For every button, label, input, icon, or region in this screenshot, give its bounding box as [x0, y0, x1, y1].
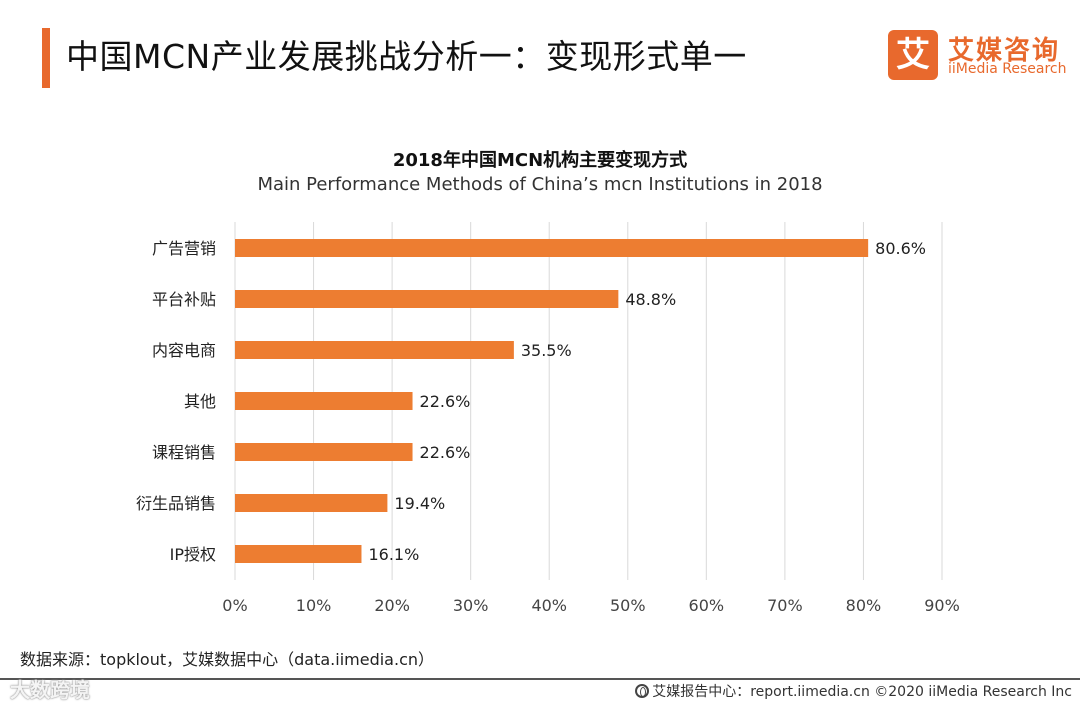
x-tick-label: 70% — [767, 596, 803, 615]
title-accent-bar — [42, 28, 50, 88]
chart-subtitle: Main Performance Methods of China’s mcn … — [257, 174, 823, 195]
data-label: 19.4% — [394, 494, 445, 513]
x-tick-label: 90% — [924, 596, 960, 615]
x-tick-label: 30% — [453, 596, 489, 615]
bar — [235, 290, 619, 308]
bar — [235, 494, 388, 512]
logo-mark-icon: 艾 — [888, 30, 938, 80]
category-label: 课程销售 — [152, 443, 216, 462]
data-label: 48.8% — [625, 290, 676, 309]
bar-chart: 0% 10% 20% 30% 40% 50% 60% 70% 80% 90% 广告营销 80.6% 平台… — [136, 222, 960, 615]
iimedia-logo: 艾 艾媒咨询 iiMedia Research — [888, 30, 1068, 82]
bar — [235, 545, 362, 563]
category-label: 其他 — [184, 392, 216, 411]
data-label: 22.6% — [420, 443, 471, 462]
footer-label: 艾媒报告中心：report.iimedia.cn ©2020 iiMedia R… — [652, 684, 1072, 700]
category-label: 内容电商 — [152, 341, 216, 360]
data-label: 16.1% — [368, 545, 419, 564]
logo-cn-text: 艾媒咨询 — [948, 36, 1061, 66]
category-label: 广告营销 — [152, 239, 216, 258]
x-tick-label: 10% — [296, 596, 332, 615]
x-tick-label: 40% — [531, 596, 567, 615]
data-label: 80.6% — [875, 239, 926, 258]
logo-en-text: iiMedia Research — [948, 61, 1067, 77]
x-tick-label: 0% — [222, 596, 247, 615]
report-center-icon — [635, 684, 650, 698]
category-label: IP授权 — [170, 545, 216, 564]
x-tick-label: 50% — [610, 596, 646, 615]
x-tick-label: 80% — [846, 596, 882, 615]
data-source: 数据来源：topklout，艾媒数据中心（data.iimedia.cn） — [20, 650, 435, 669]
x-tick-label: 20% — [374, 596, 410, 615]
category-label: 平台补贴 — [152, 290, 216, 309]
footer-divider — [0, 678, 1080, 680]
bar — [235, 443, 413, 461]
footer-text: 艾媒报告中心：report.iimedia.cn ©2020 iiMedia R… — [635, 681, 1072, 701]
data-label: 22.6% — [420, 392, 471, 411]
bar — [235, 341, 514, 359]
x-tick-label: 60% — [689, 596, 725, 615]
data-label: 35.5% — [521, 341, 572, 360]
watermark: 大数跨境 — [10, 678, 90, 702]
page-title: 中国MCN产业发展挑战分析一：变现形式单一 — [66, 37, 747, 76]
category-label: 衍生品销售 — [136, 494, 216, 513]
bar — [235, 239, 869, 257]
chart-title: 2018年中国MCN机构主要变现方式 — [392, 150, 688, 171]
bar — [235, 392, 413, 410]
